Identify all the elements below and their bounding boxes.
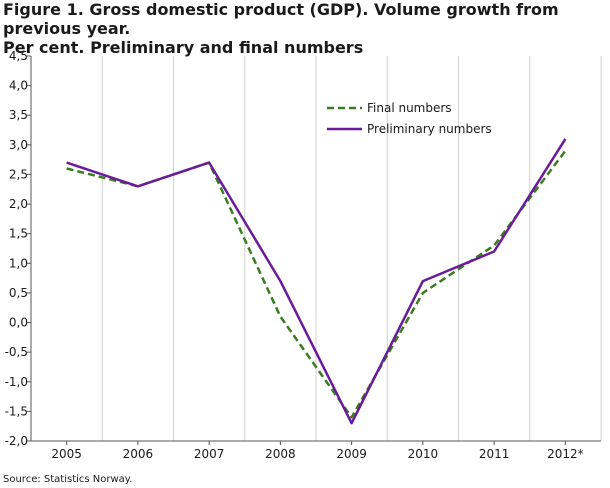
- y-tick-label: 3,5: [9, 108, 28, 122]
- y-tick-label: 1,5: [9, 227, 28, 241]
- grid-layer: [101, 56, 602, 441]
- chart-title-line-1: Figure 1. Gross domestic product (GDP). …: [3, 0, 559, 38]
- axis-layer: 4,5 4,0 3,5 3,0 2,5 2,0 1,5 1,0 0,5 0,0 -0,5 -1,0 -1…: [5, 49, 601, 461]
- y-tick-label: 3,0: [9, 138, 28, 152]
- x-tick-label: 2008: [265, 447, 296, 461]
- y-tick-label: -0,5: [5, 345, 28, 359]
- x-tick-label: 2011: [479, 447, 510, 461]
- y-tick-label: 1,0: [9, 256, 28, 270]
- y-tick-label: 0,5: [9, 286, 28, 300]
- legend: Final numbers Preliminary numbers: [327, 101, 492, 136]
- legend-label: Final numbers: [367, 101, 452, 115]
- chart-title-line-2: Per cent. Preliminary and final numbers: [3, 38, 364, 57]
- x-tick-label: 2006: [123, 447, 154, 461]
- y-tick-label: -1,5: [5, 404, 28, 418]
- y-tick-label: 2,0: [9, 197, 28, 211]
- y-tick-label: 4,0: [9, 79, 28, 93]
- source-note: Source: Statistics Norway.: [3, 474, 133, 485]
- chart-title: Figure 1. Gross domestic product (GDP). …: [3, 0, 607, 57]
- y-tick-label: 2,5: [9, 167, 28, 181]
- y-tick-label: 0,0: [9, 316, 28, 330]
- y-tick-label: -1,0: [5, 375, 28, 389]
- series-line-preliminary: [66, 138, 567, 425]
- x-tick-label: 2005: [51, 447, 82, 461]
- x-tick-label: 2012*: [547, 447, 584, 461]
- x-tick-label: 2010: [408, 447, 439, 461]
- legend-label: Preliminary numbers: [367, 122, 492, 136]
- x-tick-label: 2009: [336, 447, 367, 461]
- series-line-final: [66, 150, 567, 419]
- y-tick-label: 4,5: [9, 49, 28, 63]
- x-tick-label: 2007: [194, 447, 225, 461]
- y-tick-label: -2,0: [5, 434, 28, 448]
- series-layer: [66, 138, 567, 425]
